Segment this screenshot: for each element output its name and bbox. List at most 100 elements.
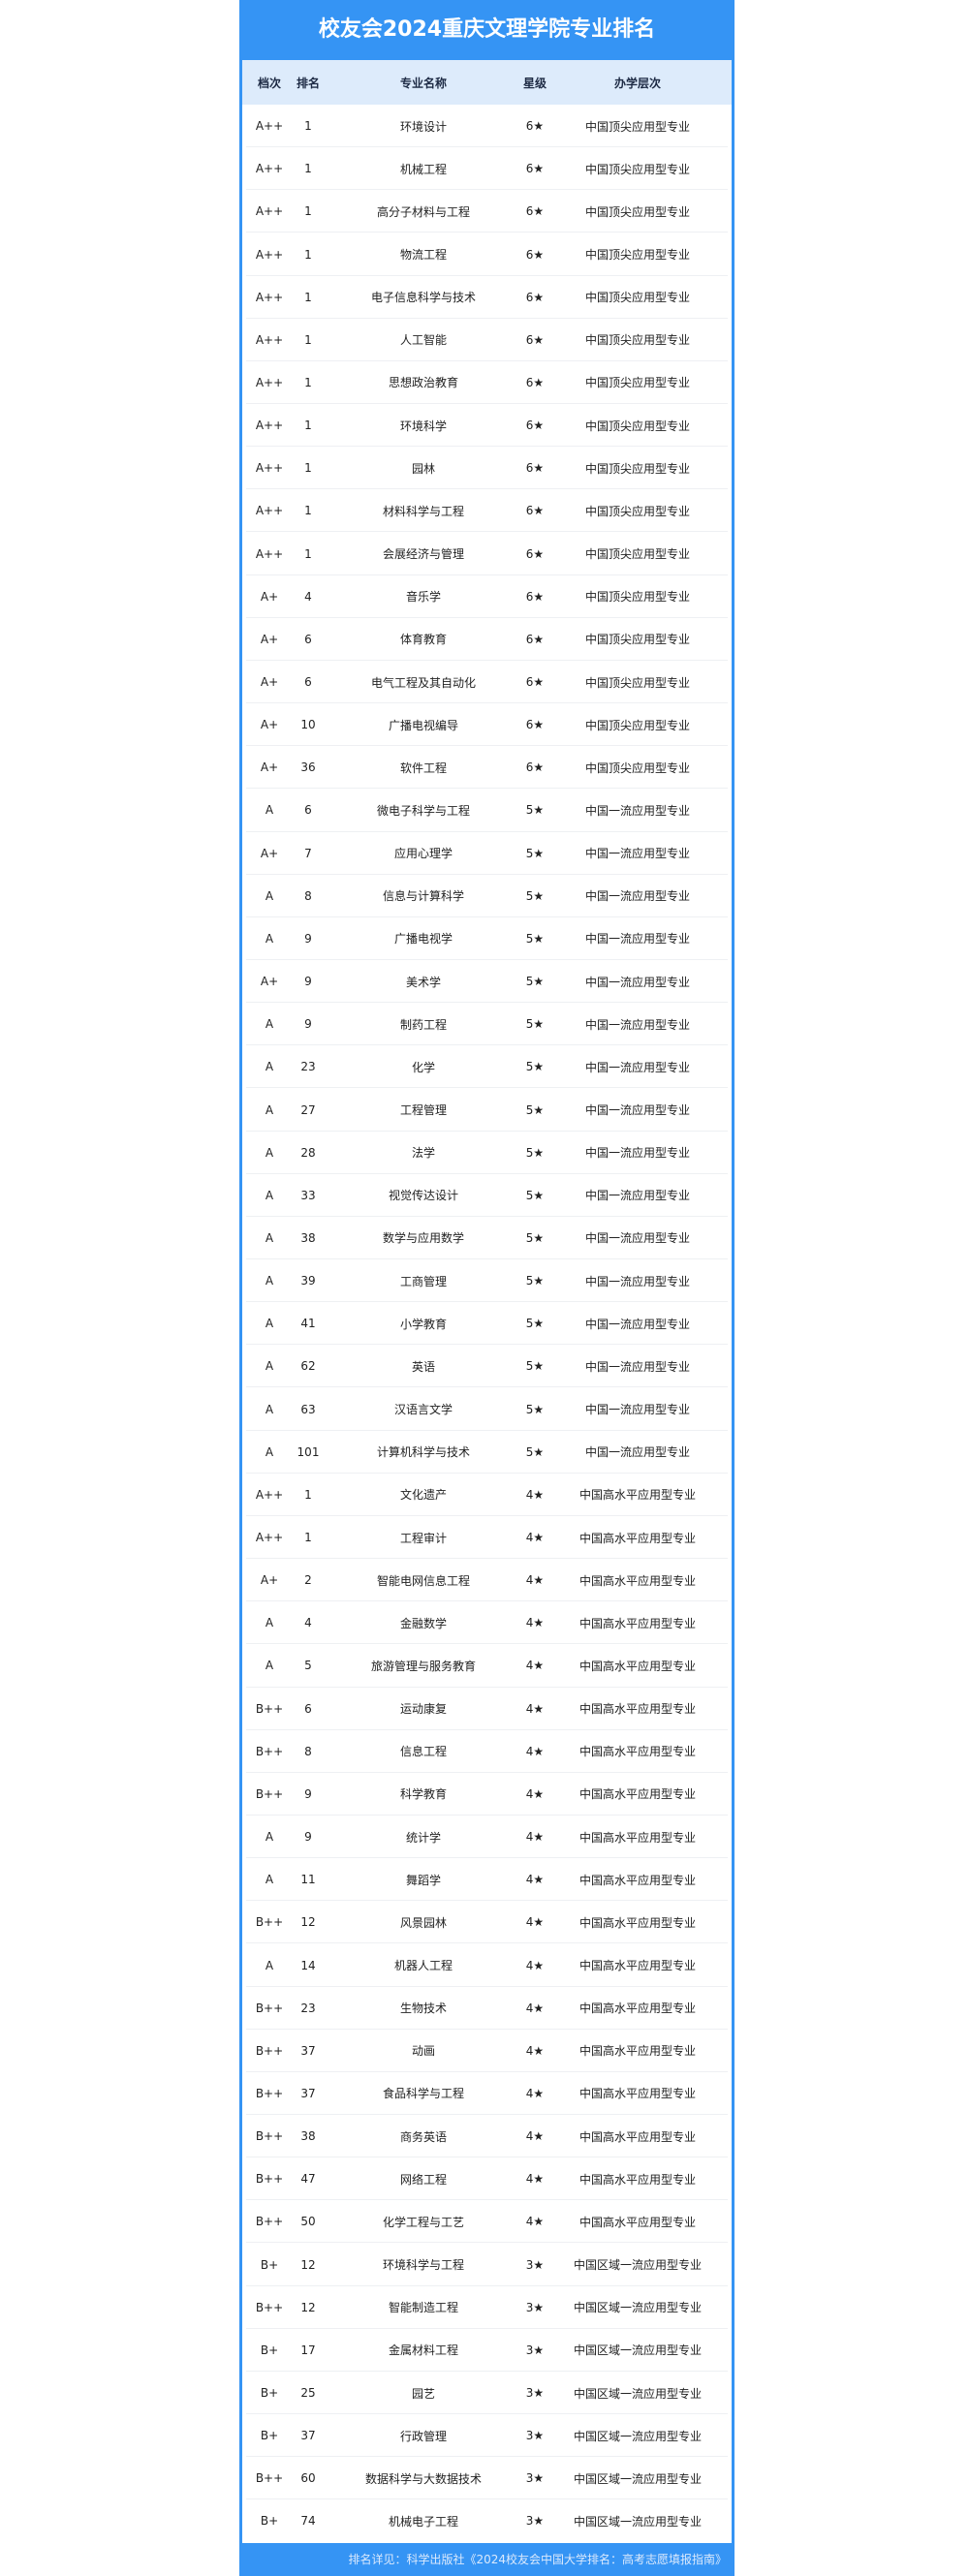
cell-stars: 4★ xyxy=(525,1873,545,1887)
cell-rank: 41 xyxy=(300,1317,316,1331)
cell-tier: A++ xyxy=(255,204,284,219)
cell-rank: 1 xyxy=(304,546,312,561)
row-divider xyxy=(246,2199,728,2201)
cell-stars: 5★ xyxy=(525,1444,545,1459)
cell-major: 环境设计 xyxy=(399,119,448,134)
table-row: A++ 1 工程审计 4★ 中国高水平应用型专业 xyxy=(242,1516,732,1560)
table-row: A++ 1 物流工程 6★ 中国顶尖应用型专业 xyxy=(242,233,732,276)
cell-level: 中国顶尖应用型专业 xyxy=(584,204,691,219)
cell-major: 动画 xyxy=(411,2044,436,2059)
table-row: B+ 25 园艺 3★ 中国区域一流应用型专业 xyxy=(242,2372,732,2415)
cell-stars: 6★ xyxy=(525,247,545,262)
row-divider xyxy=(246,1814,728,1816)
cell-major: 运动康复 xyxy=(399,1702,448,1717)
cell-tier: A++ xyxy=(255,290,284,304)
table-row: B++ 8 信息工程 4★ 中国高水平应用型专业 xyxy=(242,1730,732,1773)
cell-level: 中国高水平应用型专业 xyxy=(578,1616,697,1630)
cell-level: 中国高水平应用型专业 xyxy=(578,1915,697,1930)
cell-level: 中国高水平应用型专业 xyxy=(578,1702,697,1717)
cell-rank: 4 xyxy=(304,589,312,604)
table-row: A++ 1 环境设计 6★ 中国顶尖应用型专业 xyxy=(242,105,732,148)
cell-tier: B++ xyxy=(255,2043,284,2058)
cell-stars: 4★ xyxy=(525,1616,545,1630)
cell-major: 园艺 xyxy=(411,2386,436,2401)
cell-rank: 9 xyxy=(304,1786,312,1801)
table-row: A 6 微电子科学与工程 5★ 中国一流应用型专业 xyxy=(242,789,732,832)
cell-stars: 5★ xyxy=(525,1145,545,1160)
cell-tier: B+ xyxy=(260,2343,279,2357)
cell-rank: 8 xyxy=(304,888,312,903)
row-divider xyxy=(246,1514,728,1516)
cell-stars: 5★ xyxy=(525,1402,545,1416)
table-row: A+ 4 音乐学 6★ 中国顶尖应用型专业 xyxy=(242,575,732,618)
cell-tier: A++ xyxy=(255,504,284,518)
cell-stars: 6★ xyxy=(525,461,545,476)
cell-major: 电子信息科学与技术 xyxy=(370,291,477,305)
cell-rank: 1 xyxy=(304,247,312,262)
cell-stars: 4★ xyxy=(525,1830,545,1845)
cell-major: 美术学 xyxy=(405,975,442,989)
cell-level: 中国区域一流应用型专业 xyxy=(573,2386,703,2401)
cell-major: 微电子科学与工程 xyxy=(376,803,471,818)
row-divider xyxy=(246,1985,728,1987)
row-divider xyxy=(246,745,728,747)
cell-tier: A xyxy=(265,1359,274,1374)
cell-level: 中国高水平应用型专业 xyxy=(578,2087,697,2101)
cell-level: 中国一流应用型专业 xyxy=(584,1060,691,1074)
table-row: B++ 12 智能制造工程 3★ 中国区域一流应用型专业 xyxy=(242,2286,732,2329)
table-row: A 9 广播电视学 5★ 中国一流应用型专业 xyxy=(242,917,732,960)
table-row: B++ 12 风景园林 4★ 中国高水平应用型专业 xyxy=(242,1901,732,1944)
cell-level: 中国高水平应用型专业 xyxy=(578,2215,697,2229)
cell-rank: 1 xyxy=(304,1487,312,1502)
table-row: A 38 数学与应用数学 5★ 中国一流应用型专业 xyxy=(242,1217,732,1260)
cell-level: 中国区域一流应用型专业 xyxy=(573,2343,703,2358)
cell-level: 中国一流应用型专业 xyxy=(584,1231,691,1246)
cell-major: 智能制造工程 xyxy=(388,2301,459,2315)
table-row: A++ 1 高分子材料与工程 6★ 中国顶尖应用型专业 xyxy=(242,190,732,233)
cell-stars: 4★ xyxy=(525,2172,545,2187)
table-row: A+ 10 广播电视编导 6★ 中国顶尖应用型专业 xyxy=(242,703,732,747)
cell-major: 物流工程 xyxy=(399,248,448,262)
table-row: A++ 1 材料科学与工程 6★ 中国顶尖应用型专业 xyxy=(242,489,732,533)
cell-tier: A xyxy=(265,1274,274,1288)
cell-major: 思想政治教育 xyxy=(388,376,459,390)
cell-tier: A xyxy=(265,1017,274,1032)
cell-rank: 6 xyxy=(304,632,312,646)
cell-rank: 1 xyxy=(304,162,312,176)
row-divider xyxy=(246,2242,728,2244)
cell-stars: 6★ xyxy=(525,546,545,561)
cell-tier: A++ xyxy=(255,119,284,134)
cell-level: 中国高水平应用型专业 xyxy=(578,1488,697,1503)
cell-level: 中国高水平应用型专业 xyxy=(578,1531,697,1545)
cell-level: 中国一流应用型专业 xyxy=(584,803,691,818)
row-divider xyxy=(246,1215,728,1217)
cell-tier: B++ xyxy=(255,1915,284,1930)
table-row: A++ 1 环境科学 6★ 中国顶尖应用型专业 xyxy=(242,404,732,448)
cell-major: 化学 xyxy=(411,1060,436,1074)
cell-stars: 4★ xyxy=(525,2043,545,2058)
source-footer: 排名详见：科学出版社《2024校友会中国大学排名：高考志愿填报指南》 xyxy=(239,2543,735,2576)
cell-rank: 28 xyxy=(300,1145,316,1160)
table-row: A 4 金融数学 4★ 中国高水平应用型专业 xyxy=(242,1601,732,1645)
table-row: A 9 统计学 4★ 中国高水平应用型专业 xyxy=(242,1816,732,1859)
source-note: 排名详见：科学出版社《2024校友会中国大学排名：高考志愿填报指南》 xyxy=(348,2553,727,2566)
cell-stars: 5★ xyxy=(525,1060,545,1074)
ranking-panel: 校友会2024重庆文理学院专业排名 档次 排名 专业名称 星级 办学层次 A++… xyxy=(239,0,735,2576)
cell-tier: B+ xyxy=(260,2429,279,2443)
cell-rank: 6 xyxy=(304,1701,312,1716)
cell-major: 行政管理 xyxy=(399,2429,448,2443)
cell-major: 风景园林 xyxy=(399,1915,448,1930)
cell-tier: A xyxy=(265,1659,274,1673)
cell-rank: 47 xyxy=(300,2172,316,2187)
cell-rank: 1 xyxy=(304,461,312,476)
cell-level: 中国顶尖应用型专业 xyxy=(584,461,691,476)
cell-level: 中国顶尖应用型专业 xyxy=(584,162,691,176)
cell-rank: 23 xyxy=(300,1060,316,1074)
cell-stars: 5★ xyxy=(525,1359,545,1374)
cell-tier: A xyxy=(265,1830,274,1845)
row-divider xyxy=(246,2114,728,2116)
table-row: A 8 信息与计算科学 5★ 中国一流应用型专业 xyxy=(242,875,732,917)
cell-stars: 6★ xyxy=(525,332,545,347)
cell-tier: A+ xyxy=(260,975,279,989)
cell-tier: B++ xyxy=(255,2001,284,2015)
